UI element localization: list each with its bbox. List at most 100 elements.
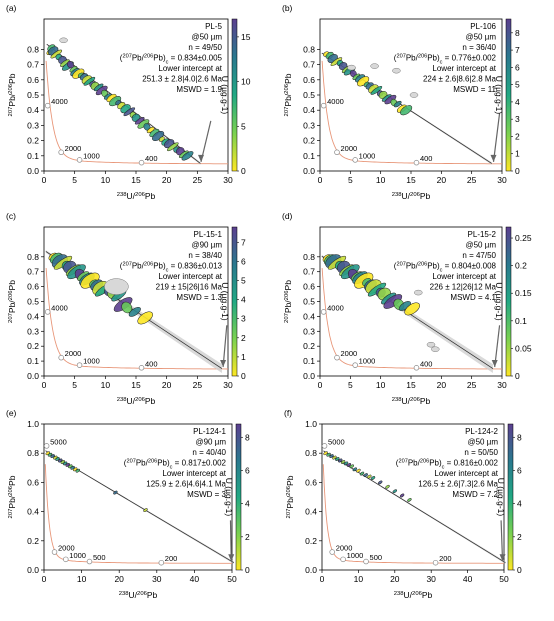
colorbar-tick-label: 4 xyxy=(515,97,520,107)
info-line: (207Pb/206Pb)c = 0.804±0.008 xyxy=(394,262,497,274)
intercept-arrow-head xyxy=(220,360,227,368)
colorbar-tick-label: 0 xyxy=(245,565,250,575)
colorbar xyxy=(235,423,242,571)
concordia-age-marker xyxy=(352,157,358,163)
data-ellipse xyxy=(400,105,413,116)
concordia-age-marker xyxy=(340,556,346,563)
info-line: MSWD = 1.9 xyxy=(176,85,222,94)
y-tick-label: 0.4 xyxy=(303,105,315,115)
data-ellipse xyxy=(50,454,55,458)
info-line: MSWD = 4.1 xyxy=(450,293,496,302)
colorbar-tick-label: 1 xyxy=(241,352,246,362)
colorbar-tick-label: 6 xyxy=(517,465,522,475)
y-tick-label: 0.6 xyxy=(305,477,317,487)
data-ellipse xyxy=(143,508,148,512)
data-ellipse xyxy=(137,311,153,325)
y-tick-label: 0.4 xyxy=(27,105,39,115)
x-axis-label: 238U/206Pb xyxy=(117,191,156,201)
info-line: n = 36/40 xyxy=(462,43,496,52)
y-tick-label: 0.8 xyxy=(27,252,39,262)
y-tick-label: 0.3 xyxy=(303,326,315,336)
info-line: 226 ± 12|26|12 Ma xyxy=(430,283,497,292)
concordia-age-marker xyxy=(321,443,328,449)
outlier-ellipse xyxy=(59,37,68,44)
plot-frame xyxy=(43,423,233,571)
concordia-age-label: 1000 xyxy=(83,357,100,366)
x-tick-label: 30 xyxy=(152,574,162,584)
concordia-age-marker xyxy=(363,558,369,565)
colorbar-label: U (µg.g-1) xyxy=(494,76,504,115)
concordia-age-label: 2000 xyxy=(336,544,353,553)
info-line: Lower intercept at xyxy=(162,469,226,478)
colorbar-tick-label: 6 xyxy=(241,256,246,266)
data-ellipse xyxy=(407,498,412,502)
x-axis-label: 238U/206Pb xyxy=(394,590,433,600)
info-line: @50 µm xyxy=(465,241,496,250)
info-line: 251.3 ± 2.8|4.0|2.6 Ma xyxy=(142,75,222,84)
colorbar xyxy=(505,226,512,377)
y-axis-label: 207Pb/206Pb xyxy=(7,475,17,518)
concordia-age-marker xyxy=(44,309,51,315)
x-tick-label: 30 xyxy=(497,380,507,390)
y-tick-label: 1.0 xyxy=(305,419,317,429)
x-tick-label: 25 xyxy=(193,175,203,185)
concordia-age-label: 2000 xyxy=(340,349,357,358)
x-tick-label: 10 xyxy=(376,380,386,390)
y-tick-label: 0.4 xyxy=(27,507,39,517)
data-ellipse xyxy=(329,454,334,458)
concordia-age-marker xyxy=(413,159,420,166)
concordia-age-marker xyxy=(320,102,327,109)
data-ellipse xyxy=(343,461,349,466)
concordia-age-label: 4000 xyxy=(51,97,68,106)
data-ellipse xyxy=(181,151,194,161)
x-tick-label: 30 xyxy=(223,380,233,390)
colorbar-tick-label: 0 xyxy=(517,565,522,575)
concordia-age-marker xyxy=(352,362,358,368)
data-ellipse xyxy=(352,467,357,472)
concordia-age-marker xyxy=(63,556,69,563)
y-tick-label: 0.5 xyxy=(27,90,39,100)
panel-label: (c) xyxy=(6,211,16,221)
y-tick-label: 0.0 xyxy=(27,166,39,176)
y-tick-label: 0.0 xyxy=(303,371,315,381)
x-tick-label: 5 xyxy=(348,175,353,185)
y-tick-label: 0.2 xyxy=(27,341,39,351)
y-tick-label: 0.0 xyxy=(303,166,315,176)
x-axis-label: 238U/206Pb xyxy=(392,191,431,201)
y-tick-label: 0.2 xyxy=(305,536,317,546)
data-ellipse xyxy=(385,484,390,489)
concordia-age-label: 200 xyxy=(439,554,452,563)
info-line: n = 50/50 xyxy=(464,448,498,457)
info-line: @90 µm xyxy=(191,241,222,250)
info-line: (207Pb/206Pb)c = 0.817±0.002 xyxy=(124,459,227,471)
concordia-age-marker xyxy=(334,149,340,156)
info-line: 219 ± 15|26|16 Ma xyxy=(156,283,223,292)
x-axis-label: 238U/206Pb xyxy=(117,396,156,406)
colorbar-tick-label: 8 xyxy=(517,432,522,442)
colorbar-tick-label: 0.2 xyxy=(515,261,527,271)
y-axis-label: 207Pb/206Pb xyxy=(7,280,17,323)
x-tick-label: 20 xyxy=(437,380,447,390)
concordia-age-label: 1000 xyxy=(69,551,86,560)
y-tick-label: 1.0 xyxy=(27,419,39,429)
concordia-age-marker xyxy=(334,354,340,361)
x-tick-label: 15 xyxy=(131,175,141,185)
outlier-ellipse xyxy=(409,92,419,98)
data-ellipse xyxy=(346,463,352,467)
y-tick-label: 0.1 xyxy=(27,151,39,161)
colorbar-tick-label: 4 xyxy=(517,499,522,509)
info-line: PL-5 xyxy=(205,22,222,31)
y-axis-label: 207Pb/206Pb xyxy=(283,280,293,323)
x-axis-label: 238U/206Pb xyxy=(119,590,158,600)
data-ellipse xyxy=(58,458,63,463)
x-tick-label: 10 xyxy=(101,175,111,185)
info-line: @50 µm xyxy=(467,438,498,447)
panel-label: (f) xyxy=(284,408,292,418)
x-tick-label: 0 xyxy=(42,574,47,584)
y-tick-label: 0.8 xyxy=(303,252,315,262)
colorbar-label: U (µg.g-1) xyxy=(220,76,230,115)
data-ellipse xyxy=(399,493,405,498)
y-tick-label: 0.1 xyxy=(27,356,39,366)
